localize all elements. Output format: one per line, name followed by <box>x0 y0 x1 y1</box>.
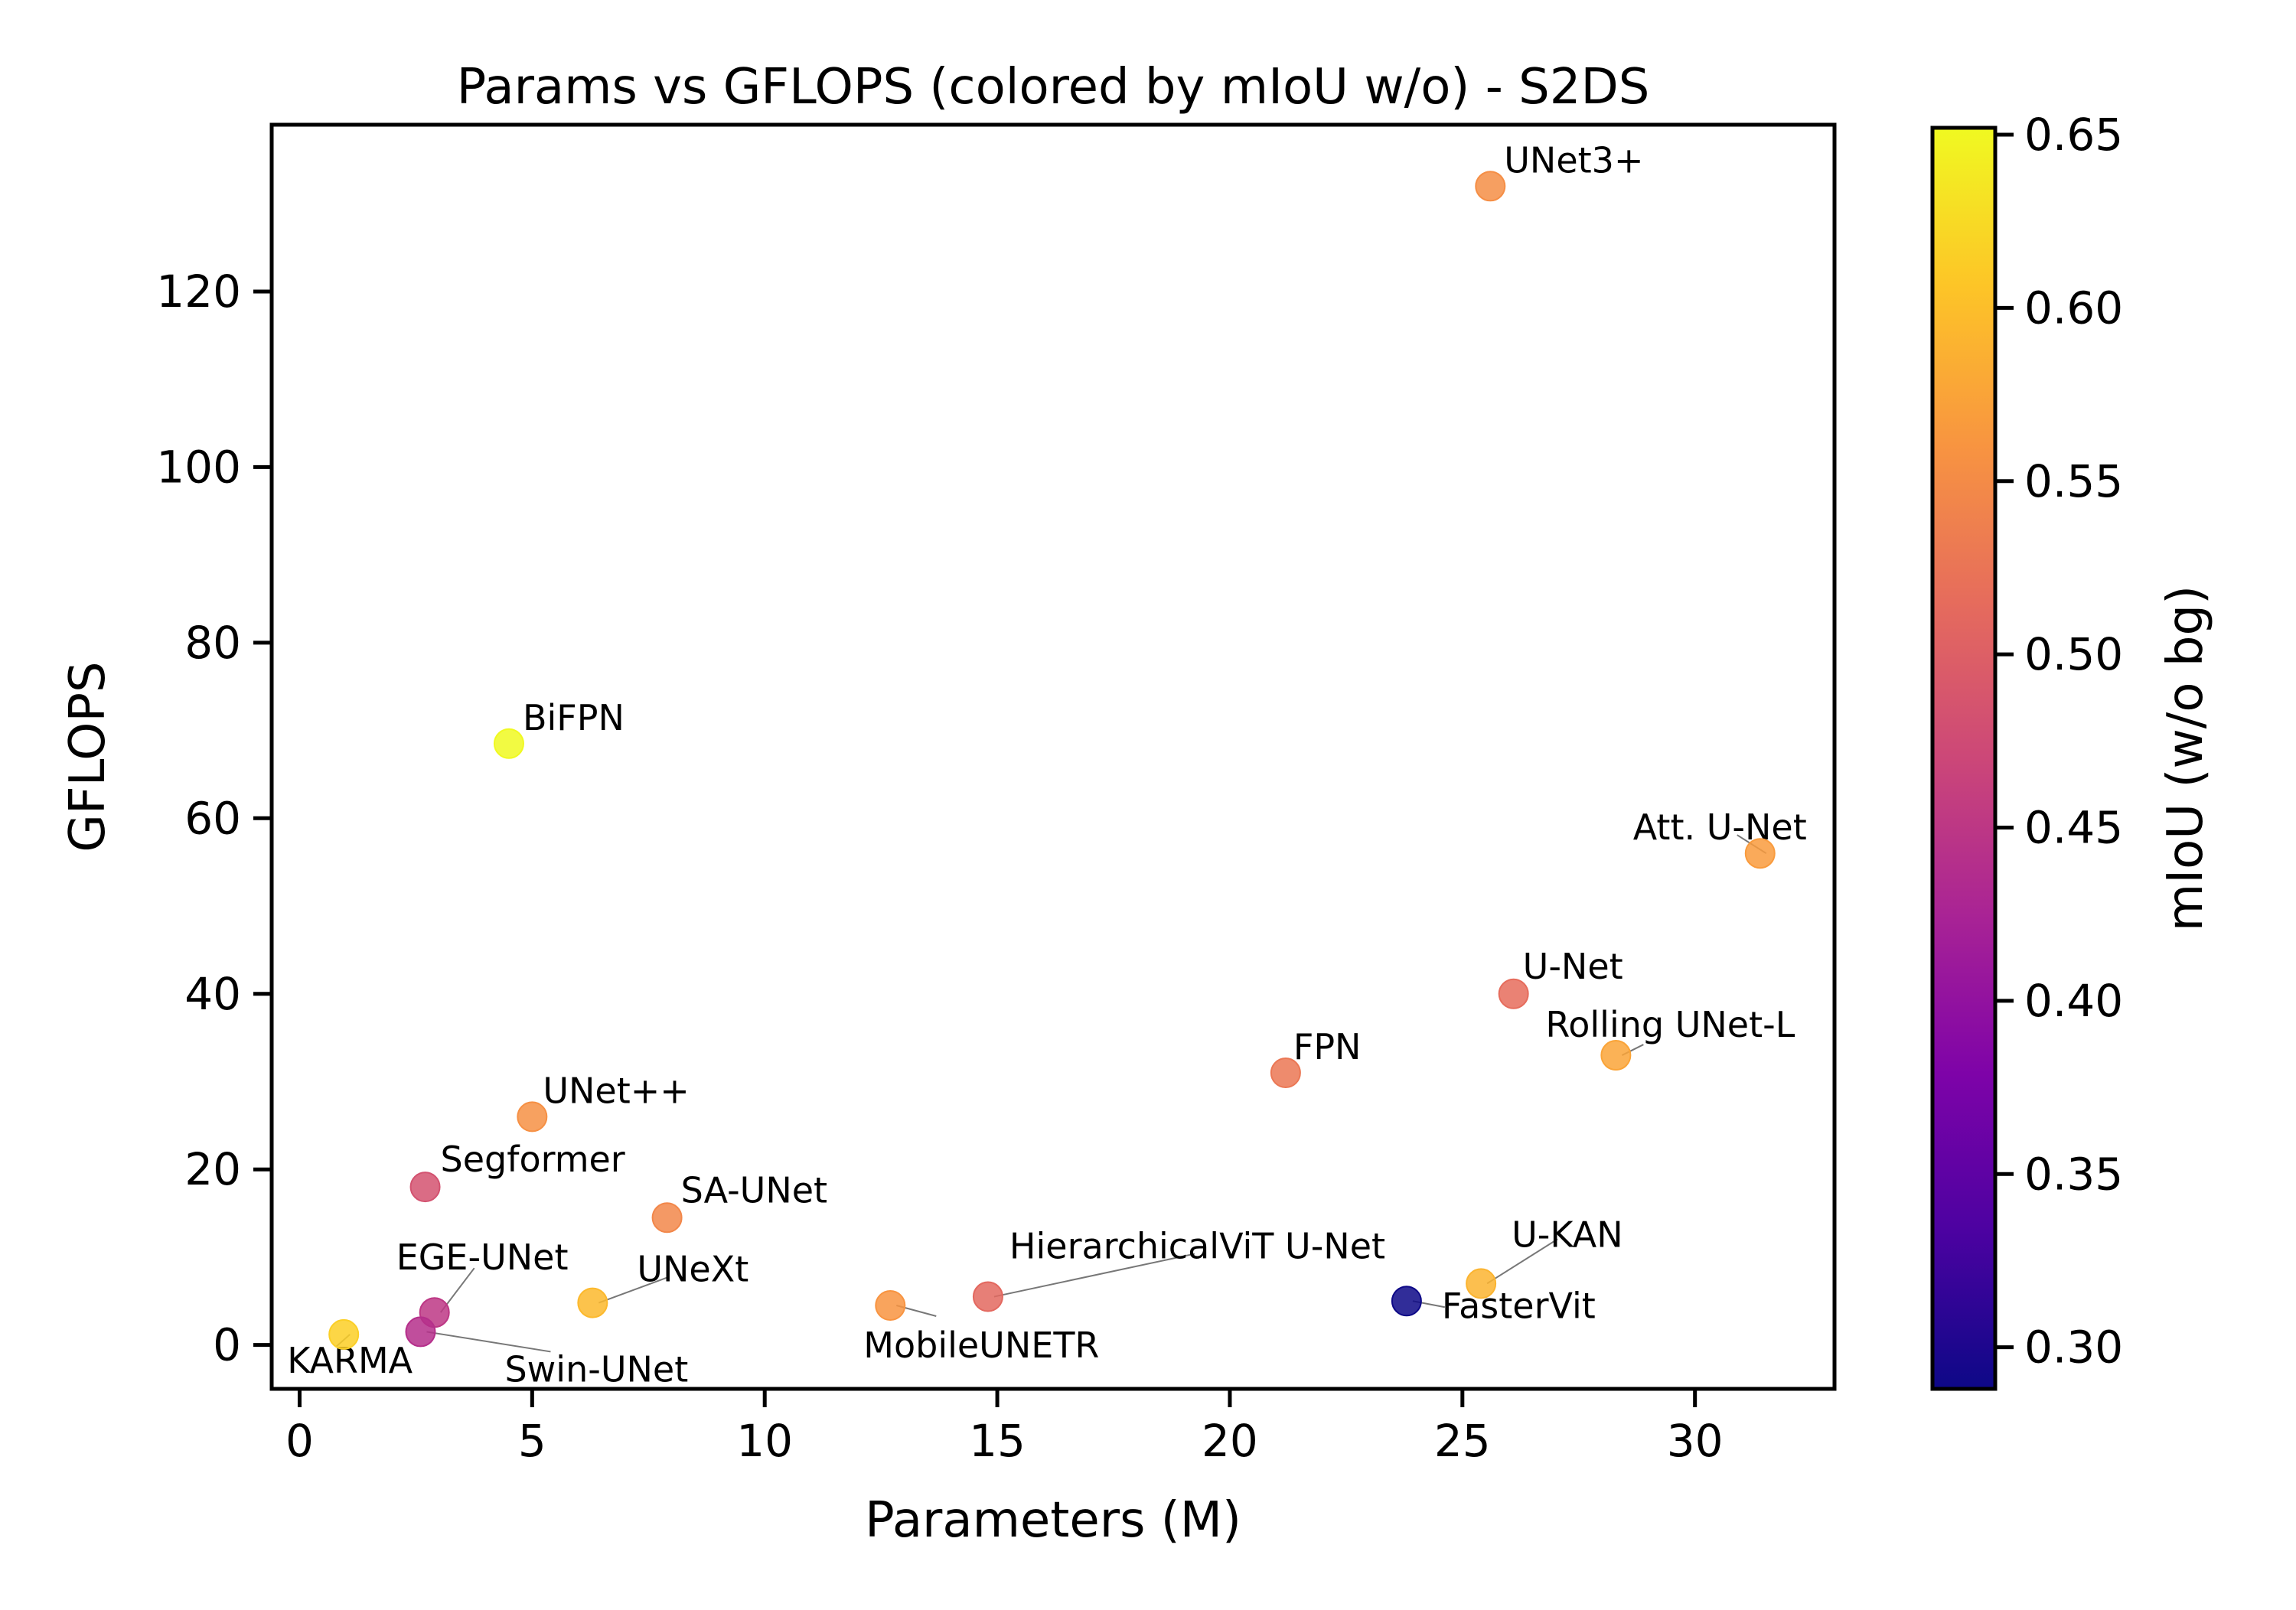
data-point <box>1270 1058 1301 1088</box>
point-label: Swin-UNet <box>504 1348 688 1390</box>
point-label: HierarchicalViT U-Net <box>1009 1226 1385 1267</box>
point-label: Rolling UNet-L <box>1545 1004 1795 1045</box>
y-tick-label: 40 <box>184 968 241 1020</box>
y-tick-label: 20 <box>184 1143 241 1195</box>
plot-frame <box>269 122 1837 1391</box>
data-point <box>493 728 524 759</box>
y-tick-label: 0 <box>213 1319 241 1371</box>
x-tick-label: 10 <box>736 1415 793 1467</box>
point-label: UNet++ <box>543 1070 690 1111</box>
point-label: SA-UNet <box>681 1169 828 1211</box>
x-tick-label: 0 <box>285 1415 314 1467</box>
y-axis-ticks: 0 20 40 60 80 100 120 <box>156 266 272 1371</box>
colorbar-tick-label: 0.35 <box>2024 1148 2123 1200</box>
data-point <box>875 1290 906 1322</box>
y-axis-label: GFLOPS <box>60 661 116 852</box>
x-tick-label: 5 <box>518 1415 546 1467</box>
y-tick-label: 60 <box>184 792 241 844</box>
data-point <box>1498 978 1529 1009</box>
colorbar-ticks: 0.30 0.35 0.40 0.45 0.50 0.55 0.60 0.65 <box>1995 109 2123 1374</box>
point-label: Att. U-Net <box>1633 807 1807 848</box>
colorbar-tick-label: 0.65 <box>2024 109 2123 161</box>
x-axis-ticks: 0 5 10 15 20 25 30 <box>285 1389 1724 1467</box>
y-tick-label: 80 <box>184 617 241 669</box>
data-point <box>1391 1286 1422 1317</box>
x-tick-label: 15 <box>969 1415 1026 1467</box>
data-points <box>328 171 1776 1350</box>
annotation-arrow <box>993 1253 1195 1298</box>
annotation-arrow <box>598 1276 670 1304</box>
data-point <box>328 1318 360 1350</box>
data-point <box>1466 1268 1497 1299</box>
annotation-arrow <box>426 1331 551 1353</box>
colorbar-tick-label: 0.45 <box>2024 802 2123 854</box>
colorbar-tick-label: 0.50 <box>2024 628 2123 680</box>
y-tick-label: 120 <box>156 266 241 318</box>
data-point <box>1475 171 1506 202</box>
annotation-arrow <box>1486 1238 1558 1285</box>
colorbar-tick-label: 0.40 <box>2024 975 2123 1027</box>
point-annotations: UNet3+ BiFPN Att. U-Net U-Net Rolling UNet-L… <box>287 139 1807 1390</box>
colorbar-tick-label: 0.60 <box>2024 282 2123 334</box>
colorbar-label: mIoU (w/o bg) <box>2157 585 2214 931</box>
colorbar-tick-label: 0.30 <box>2024 1322 2123 1374</box>
point-label: EGE-UNet <box>396 1237 569 1278</box>
x-tick-label: 30 <box>1667 1415 1724 1467</box>
data-point <box>405 1316 436 1348</box>
point-label: U-KAN <box>1512 1214 1623 1255</box>
point-label: UNeXt <box>637 1249 748 1290</box>
colorbar-gradient <box>1932 128 1995 1389</box>
point-label: UNet3+ <box>1504 139 1643 181</box>
data-point <box>1744 838 1776 869</box>
x-axis-label: Parameters (M) <box>865 1492 1241 1549</box>
point-label: MobileUNETR <box>863 1325 1099 1366</box>
point-label: U-Net <box>1523 946 1623 987</box>
data-point <box>409 1172 441 1203</box>
y-tick-label: 100 <box>156 441 241 493</box>
point-label: FasterVit <box>1442 1285 1596 1326</box>
data-point <box>651 1202 683 1234</box>
data-point <box>577 1287 608 1318</box>
point-label: BiFPN <box>523 697 625 738</box>
colorbar-frame <box>1930 125 1998 1391</box>
data-point <box>517 1101 548 1133</box>
point-label: Segformer <box>441 1139 625 1180</box>
x-tick-label: 25 <box>1434 1415 1491 1467</box>
point-label: FPN <box>1293 1026 1362 1067</box>
data-point <box>1600 1040 1632 1071</box>
data-point <box>972 1281 1003 1312</box>
chart-title: Params vs GFLOPS (colored by mIoU w/o) -… <box>457 59 1650 116</box>
colorbar-tick-label: 0.55 <box>2024 455 2123 507</box>
x-tick-label: 20 <box>1202 1415 1258 1467</box>
